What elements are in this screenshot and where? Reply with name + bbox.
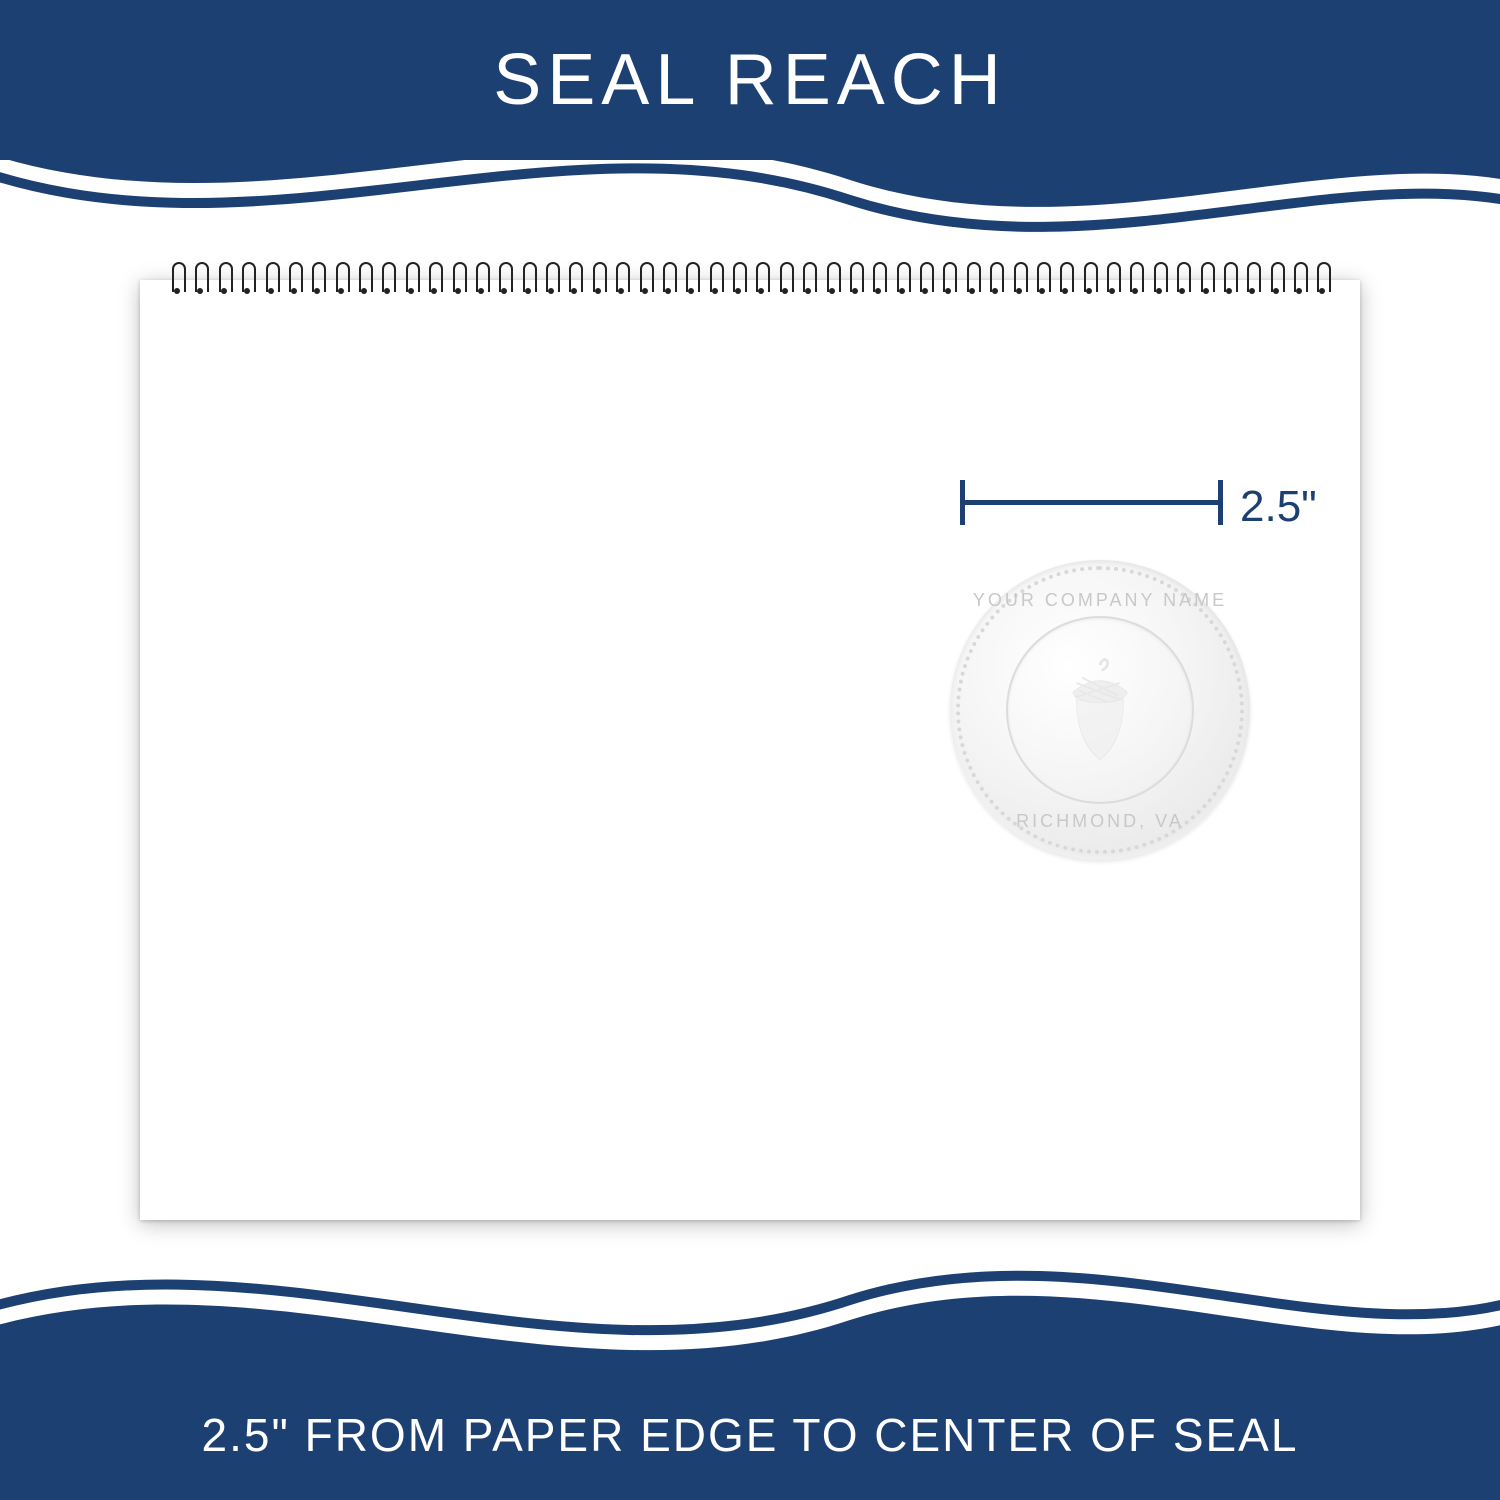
spiral-loop [544, 262, 558, 298]
spiral-loop [684, 262, 698, 298]
spiral-loop [1175, 262, 1189, 298]
spiral-loop [708, 262, 722, 298]
spiral-loop [848, 262, 862, 298]
embossed-seal: YOUR COMPANY NAME RICHMOND, VA [950, 560, 1250, 860]
seal-bottom-text: RICHMOND, VA [950, 811, 1250, 832]
spiral-loop [1245, 262, 1259, 298]
spiral-loop [988, 262, 1002, 298]
measure-label: 2.5" [1240, 482, 1317, 532]
measure-tick-right [1218, 480, 1223, 525]
spiral-loop [1315, 262, 1329, 298]
spiral-loop [731, 262, 745, 298]
spiral-loop [1035, 262, 1049, 298]
seal-top-text: YOUR COMPANY NAME [950, 590, 1250, 611]
spiral-loop [1292, 262, 1306, 298]
spiral-loop [427, 262, 441, 298]
spiral-loop [1222, 262, 1236, 298]
spiral-loop [451, 262, 465, 298]
spiral-loop [801, 262, 815, 298]
spiral-loop [380, 262, 394, 298]
spiral-loop [895, 262, 909, 298]
spiral-loop [871, 262, 885, 298]
spiral-loop [567, 262, 581, 298]
spiral-loop [1082, 262, 1096, 298]
measurement-indicator: 2.5" [960, 470, 1360, 550]
spiral-loop [965, 262, 979, 298]
spiral-loop [918, 262, 932, 298]
spiral-loop [1269, 262, 1283, 298]
header-band: SEAL REACH [0, 0, 1500, 160]
spiral-loop [1058, 262, 1072, 298]
spiral-loop [264, 262, 278, 298]
spiral-loop [614, 262, 628, 298]
spiral-loop [193, 262, 207, 298]
spiral-loop [778, 262, 792, 298]
spiral-loop [1199, 262, 1213, 298]
notepad: 2.5" YOUR COMPANY NAME RICHMOND, VA [140, 280, 1360, 1220]
spiral-loop [404, 262, 418, 298]
spiral-loop [474, 262, 488, 298]
acorn-icon [1055, 655, 1145, 765]
spiral-binding [170, 262, 1330, 302]
spiral-loop [825, 262, 839, 298]
spiral-loop [638, 262, 652, 298]
seal-center [1040, 650, 1160, 770]
spiral-loop [334, 262, 348, 298]
spiral-loop [1105, 262, 1119, 298]
spiral-loop [591, 262, 605, 298]
spiral-loop [357, 262, 371, 298]
footer-text: 2.5" FROM PAPER EDGE TO CENTER OF SEAL [202, 1408, 1299, 1462]
spiral-loop [754, 262, 768, 298]
spiral-loop [1152, 262, 1166, 298]
spiral-loop [170, 262, 184, 298]
header-title: SEAL REACH [493, 39, 1006, 121]
footer-band: 2.5" FROM PAPER EDGE TO CENTER OF SEAL [0, 1370, 1500, 1500]
spiral-loop [240, 262, 254, 298]
spiral-loop [217, 262, 231, 298]
spiral-loop [661, 262, 675, 298]
spiral-loop [497, 262, 511, 298]
spiral-loop [287, 262, 301, 298]
spiral-loop [941, 262, 955, 298]
spiral-loop [1128, 262, 1142, 298]
spiral-loop [310, 262, 324, 298]
measure-line [960, 500, 1220, 505]
spiral-loop [1012, 262, 1026, 298]
spiral-loop [521, 262, 535, 298]
